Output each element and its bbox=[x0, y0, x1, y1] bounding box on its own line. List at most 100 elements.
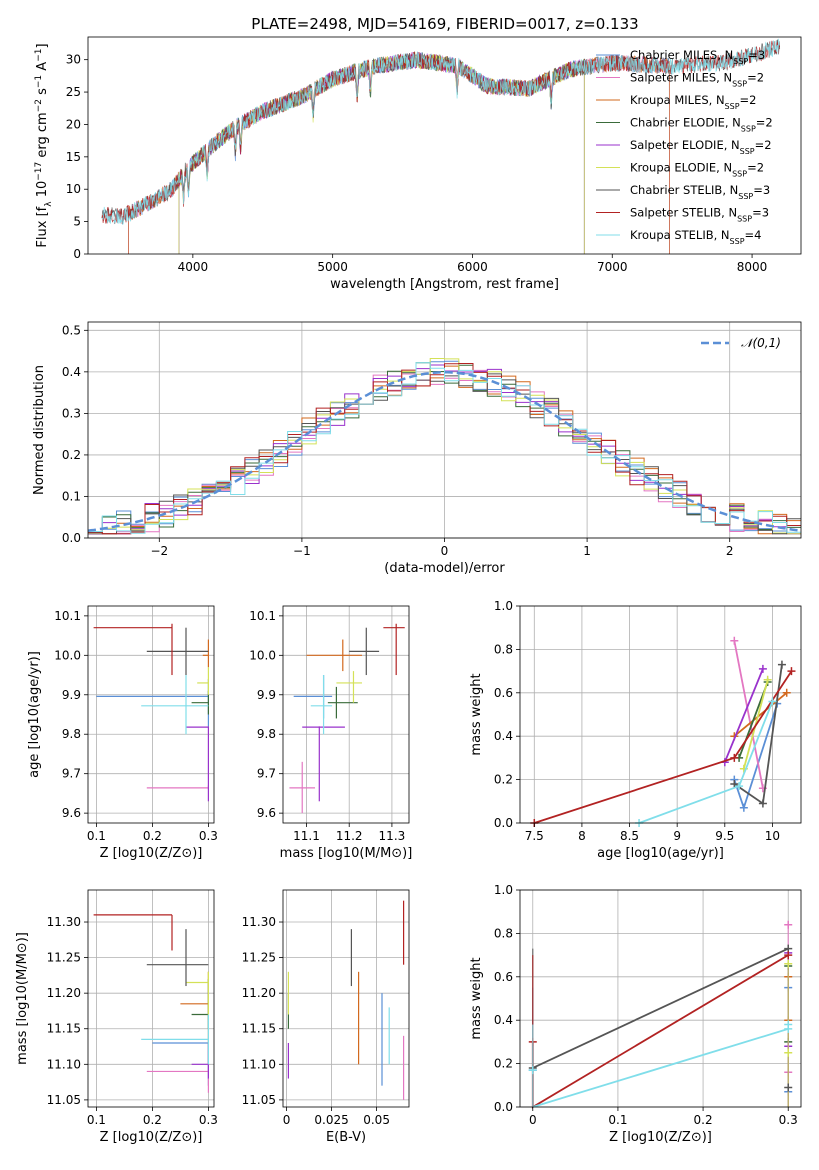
y-axis-label: mass weight bbox=[469, 673, 484, 755]
spectrum-line bbox=[101, 40, 781, 225]
legend-entry: Kroupa MILES, NSSP=2 bbox=[630, 93, 756, 111]
weight-marker bbox=[782, 688, 791, 697]
y-tick-label: 10.1 bbox=[54, 609, 81, 623]
y-tick-label: 11.15 bbox=[47, 1022, 81, 1036]
y-tick-label: 0.6 bbox=[494, 686, 513, 700]
normal-curve bbox=[87, 371, 802, 532]
spectrum-panel: 4000 5000 6000 7000 8000 0 5 10 15 20 25 30 waveleng… bbox=[34, 36, 802, 292]
y-tick-label: 1.0 bbox=[494, 599, 513, 613]
weight-line bbox=[733, 664, 783, 806]
x-tick-label: 1 bbox=[583, 544, 591, 558]
axes-frame bbox=[87, 889, 215, 1108]
legend-entry: Salpeter STELIB, NSSP=3 bbox=[630, 206, 769, 224]
weight-marker bbox=[784, 1024, 793, 1033]
y-tick-label: 0.4 bbox=[494, 1013, 513, 1027]
weight-marker bbox=[768, 697, 777, 706]
x-tick-label: 0.1 bbox=[87, 829, 106, 843]
axes-frame bbox=[519, 889, 802, 1108]
age-vs-mass-panel: 11.1 11.2 11.3 9.6 9.7 9.8 9.9 10.0 10.1 mass [lo… bbox=[249, 605, 412, 861]
weight-line bbox=[733, 640, 764, 789]
weight-marker bbox=[758, 799, 767, 808]
histogram bbox=[88, 358, 801, 535]
y-tick-label: 9.7 bbox=[62, 767, 81, 781]
y-tick-label: 9.8 bbox=[62, 727, 81, 741]
x-tick-label: 0.2 bbox=[694, 1113, 713, 1127]
x-tick-label: 5000 bbox=[317, 260, 348, 274]
y-tick-label: 10.0 bbox=[249, 648, 276, 662]
x-tick-label: 4000 bbox=[178, 260, 209, 274]
x-tick-label: 10 bbox=[765, 829, 780, 843]
y-tick-label: 0.2 bbox=[62, 448, 81, 462]
weight-marker bbox=[730, 636, 739, 645]
y-tick-label: 0.1 bbox=[62, 489, 81, 503]
x-axis-label: E(B-V) bbox=[326, 1130, 366, 1145]
weight-marker bbox=[784, 1083, 793, 1092]
figure-title: PLATE=2498, MJD=54169, FIBERID=0017, z=0… bbox=[251, 15, 638, 33]
weight-line bbox=[723, 668, 764, 763]
legend-entry: Salpeter ELODIE, NSSP=2 bbox=[630, 138, 772, 156]
histogram bbox=[88, 362, 801, 534]
x-tick-label: 8.5 bbox=[620, 829, 639, 843]
y-tick-label: 0.0 bbox=[62, 531, 81, 545]
x-tick-label: −2 bbox=[150, 544, 168, 558]
x-tick-label: 0.2 bbox=[143, 1113, 162, 1127]
y-tick-label: 11.15 bbox=[242, 1022, 276, 1036]
mass-weight-vs-age-panel: 7.5 8 8.5 9 9.5 10 0.0 0.2 0.4 0.6 0.8 1.0 age [log1… bbox=[469, 599, 802, 861]
x-tick-label: 7000 bbox=[597, 260, 628, 274]
x-axis-label: wavelength [Angstrom, rest frame] bbox=[330, 277, 559, 292]
y-tick-label: 20 bbox=[66, 117, 81, 131]
legend-entry: Chabrier MILES, NSSP=3 bbox=[630, 48, 765, 66]
y-tick-label: 11.05 bbox=[47, 1093, 81, 1107]
x-tick-label: −1 bbox=[293, 544, 311, 558]
x-axis-label: Z [log10(Z/Z⊙)] bbox=[100, 1130, 203, 1145]
y-axis-label: Flux [fλ 10−17 erg cm−2 s−1 A−1] bbox=[34, 43, 54, 247]
legend-entry: Chabrier STELIB, NSSP=3 bbox=[630, 183, 770, 201]
y-tick-label: 0.4 bbox=[62, 365, 81, 379]
x-tick-label: 11.1 bbox=[293, 829, 320, 843]
y-axis-label: mass [log10(M/M⊙)] bbox=[15, 932, 30, 1065]
x-tick-label: 0 bbox=[283, 1113, 291, 1127]
y-tick-label: 9.6 bbox=[62, 806, 81, 820]
x-axis-label: Z [log10(Z/Z⊙)] bbox=[100, 846, 203, 861]
histogram bbox=[88, 362, 801, 535]
y-tick-label: 9.8 bbox=[257, 727, 276, 741]
y-tick-label: 0.0 bbox=[494, 1100, 513, 1114]
mass-vs-Z-panel: 0.1 0.2 0.3 11.05 11.10 11.15 11.20 11.25 11.30 Z… bbox=[15, 889, 218, 1145]
x-tick-label: 0.1 bbox=[608, 1113, 627, 1127]
y-tick-label: 9.9 bbox=[257, 688, 276, 702]
x-tick-label: 0.025 bbox=[314, 1113, 348, 1127]
y-axis-label: age [log10(age/yr)] bbox=[27, 651, 42, 778]
y-tick-label: 0.5 bbox=[62, 323, 81, 337]
legend-entry: Kroupa ELODIE, NSSP=2 bbox=[630, 161, 764, 179]
mass-weight-vs-Z-panel: 0 0.1 0.2 0.3 0.0 0.2 0.4 0.6 0.8 1.0 Z [log10(Z/Z… bbox=[469, 883, 802, 1145]
x-tick-label: 0.05 bbox=[363, 1113, 390, 1127]
weight-marker bbox=[784, 951, 793, 960]
legend-entry: Kroupa STELIB, NSSP=4 bbox=[630, 228, 761, 246]
weight-line bbox=[532, 1028, 789, 1108]
x-tick-label: 8000 bbox=[737, 260, 768, 274]
weight-marker bbox=[758, 664, 767, 673]
weight-marker bbox=[730, 779, 739, 788]
x-axis-label: (data-model)/error bbox=[384, 561, 505, 576]
weight-marker bbox=[739, 803, 748, 812]
y-tick-label: 11.20 bbox=[242, 986, 276, 1000]
axes-frame bbox=[519, 605, 802, 824]
x-tick-label: 11.3 bbox=[379, 829, 406, 843]
x-tick-label: 0.3 bbox=[779, 1113, 798, 1127]
y-axis-label: Normed distribution bbox=[32, 365, 47, 495]
y-tick-label: 11.25 bbox=[242, 951, 276, 965]
weight-line bbox=[532, 947, 789, 1069]
x-tick-label: 11.2 bbox=[336, 829, 363, 843]
y-tick-label: 5 bbox=[73, 215, 81, 229]
axes-frame bbox=[87, 36, 802, 255]
weight-marker bbox=[787, 667, 796, 676]
y-tick-label: 9.9 bbox=[62, 688, 81, 702]
y-tick-label: 11.30 bbox=[242, 915, 276, 929]
y-tick-label: 0.2 bbox=[494, 773, 513, 787]
y-tick-label: 11.20 bbox=[47, 986, 81, 1000]
x-tick-label: 0 bbox=[529, 1113, 537, 1127]
x-tick-label: 9 bbox=[673, 829, 681, 843]
histogram bbox=[88, 360, 801, 535]
weight-marker bbox=[777, 660, 786, 669]
